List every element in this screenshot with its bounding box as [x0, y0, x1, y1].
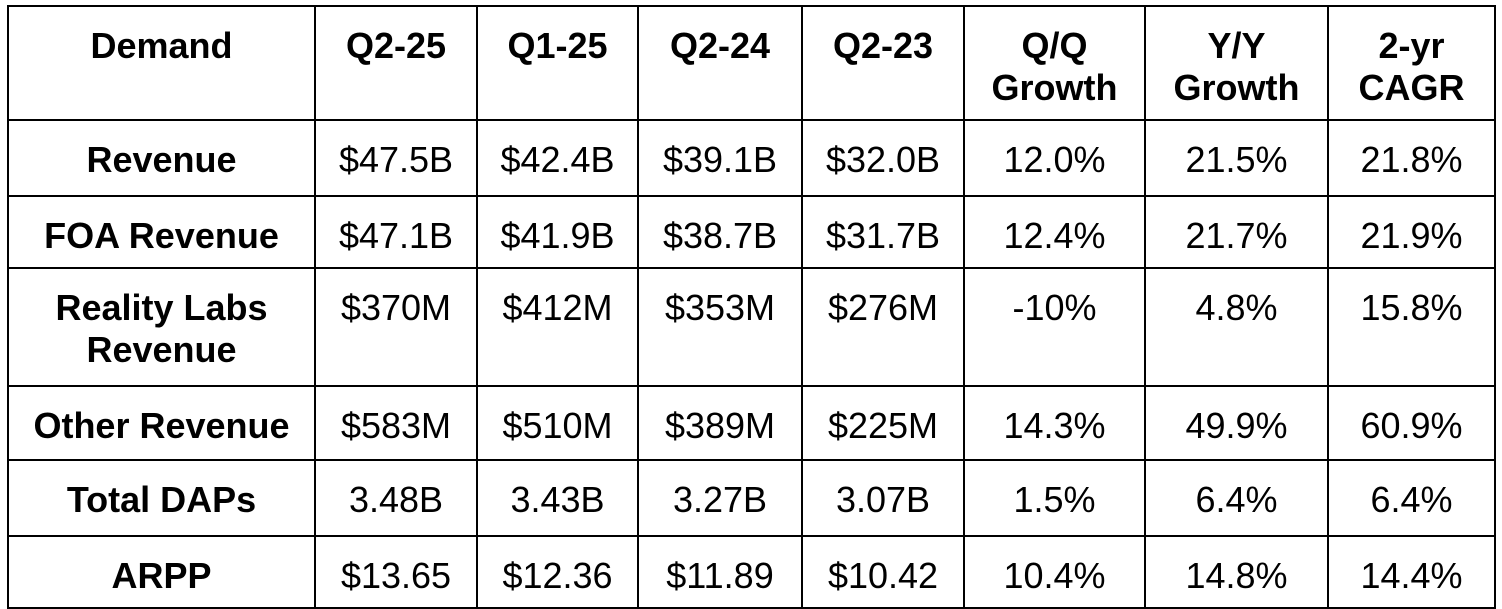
table-cell: $47.1B — [314, 195, 478, 269]
header-demand: Demand — [7, 5, 316, 121]
table-cell: 12.4% — [963, 195, 1146, 269]
table-cell: 6.4% — [1144, 459, 1329, 537]
table-cell: $510M — [476, 385, 639, 461]
table-row: Other Revenue $583M $510M $389M $225M 14… — [7, 385, 1496, 461]
table-cell: 21.5% — [1144, 119, 1329, 197]
table-cell: 12.0% — [963, 119, 1146, 197]
table-cell: $389M — [637, 385, 803, 461]
table-row: FOA Revenue $47.1B $41.9B $38.7B $31.7B … — [7, 195, 1496, 269]
table-cell: 21.9% — [1327, 195, 1496, 269]
header-q2-25: Q2-25 — [314, 5, 478, 121]
table-cell: 15.8% — [1327, 267, 1496, 387]
table-cell: $11.89 — [637, 535, 803, 609]
table-cell: $225M — [801, 385, 965, 461]
table-cell: 21.8% — [1327, 119, 1496, 197]
table-cell: $12.36 — [476, 535, 639, 609]
table-cell: 3.43B — [476, 459, 639, 537]
row-label: Other Revenue — [7, 385, 316, 461]
table-cell: 14.3% — [963, 385, 1146, 461]
row-label: ARPP — [7, 535, 316, 609]
header-row: Demand Q2-25 Q1-25 Q2-24 Q2-23 Q/Q Growt… — [7, 5, 1496, 121]
table-cell: 14.4% — [1327, 535, 1496, 609]
table-cell: 21.7% — [1144, 195, 1329, 269]
row-label: Reality Labs Revenue — [7, 267, 316, 387]
table-cell: $47.5B — [314, 119, 478, 197]
header-2yr-cagr: 2-yr CAGR — [1327, 5, 1496, 121]
table-cell: $38.7B — [637, 195, 803, 269]
table-row: Reality Labs Revenue $370M $412M $353M $… — [7, 267, 1496, 387]
table-cell: 4.8% — [1144, 267, 1329, 387]
header-qq-growth: Q/Q Growth — [963, 5, 1146, 121]
table-cell: $32.0B — [801, 119, 965, 197]
table-cell: 3.27B — [637, 459, 803, 537]
table-cell: -10% — [963, 267, 1146, 387]
table-cell: $370M — [314, 267, 478, 387]
table-cell: 10.4% — [963, 535, 1146, 609]
table-cell: $42.4B — [476, 119, 639, 197]
table-cell: $41.9B — [476, 195, 639, 269]
table-cell: 14.8% — [1144, 535, 1329, 609]
table-cell: $276M — [801, 267, 965, 387]
table-cell: 3.07B — [801, 459, 965, 537]
header-q2-24: Q2-24 — [637, 5, 803, 121]
table-cell: $412M — [476, 267, 639, 387]
table-row: Total DAPs 3.48B 3.43B 3.27B 3.07B 1.5% … — [7, 459, 1496, 537]
table-cell: 1.5% — [963, 459, 1146, 537]
demand-table: Demand Q2-25 Q1-25 Q2-24 Q2-23 Q/Q Growt… — [7, 5, 1496, 609]
table-cell: $10.42 — [801, 535, 965, 609]
table-cell: 60.9% — [1327, 385, 1496, 461]
table-row: ARPP $13.65 $12.36 $11.89 $10.42 10.4% 1… — [7, 535, 1496, 609]
table-cell: $583M — [314, 385, 478, 461]
table-cell: $39.1B — [637, 119, 803, 197]
header-q1-25: Q1-25 — [476, 5, 639, 121]
table-cell: $13.65 — [314, 535, 478, 609]
table-cell: $353M — [637, 267, 803, 387]
table-cell: $31.7B — [801, 195, 965, 269]
table-cell: 3.48B — [314, 459, 478, 537]
table-row: Revenue $47.5B $42.4B $39.1B $32.0B 12.0… — [7, 119, 1496, 197]
table-cell: 49.9% — [1144, 385, 1329, 461]
table-cell: 6.4% — [1327, 459, 1496, 537]
header-yy-growth: Y/Y Growth — [1144, 5, 1329, 121]
row-label: Total DAPs — [7, 459, 316, 537]
row-label: Revenue — [7, 119, 316, 197]
row-label: FOA Revenue — [7, 195, 316, 269]
header-q2-23: Q2-23 — [801, 5, 965, 121]
